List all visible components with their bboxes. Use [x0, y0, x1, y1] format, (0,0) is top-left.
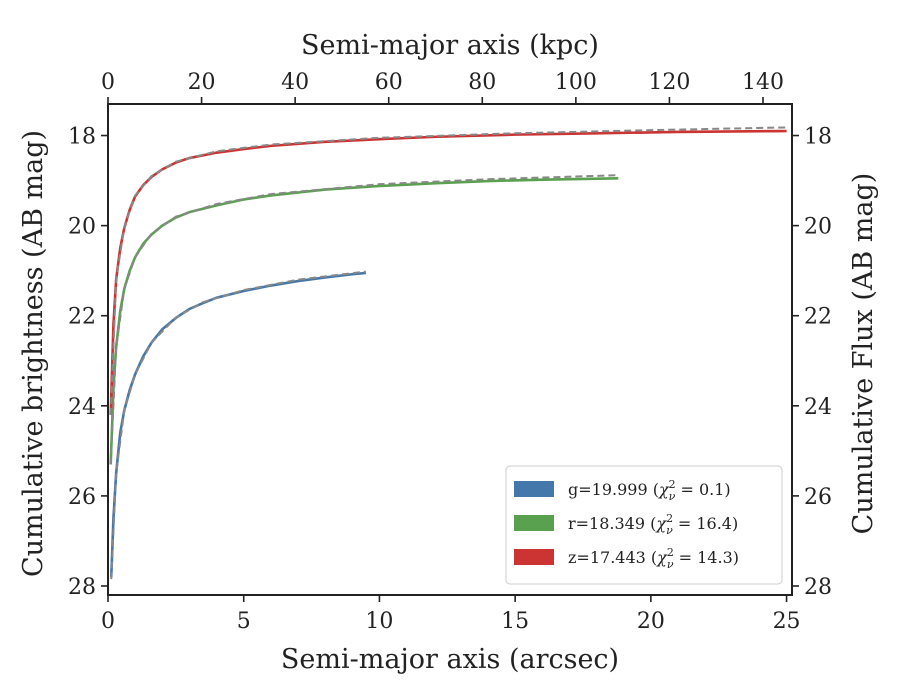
y2-axis-title: Cumulative Flux (AB mag): [848, 173, 879, 535]
model-line-2: [109, 126, 787, 415]
legend-label-2: z=17.443 (χ2 ν = 14.3): [568, 546, 739, 571]
x-tick-label-1: 5: [237, 609, 251, 634]
y-tick-label-0: 18: [68, 125, 96, 150]
x2-tick-label-1: 20: [188, 70, 216, 95]
x2-tick-label-7: 140: [742, 70, 784, 95]
y-tick-label-1: 20: [68, 215, 96, 240]
x2-tick-label-5: 100: [555, 70, 597, 95]
legend-label-0: g=19.999 (χ2 ν = 0.1): [568, 478, 731, 503]
y2-tick-label-4: 26: [804, 485, 832, 510]
legend-swatch-1: [514, 515, 554, 531]
x2-axis-title: Semi-major axis (kpc): [301, 30, 599, 61]
legend-swatch-2: [514, 549, 554, 565]
x2-tick-label-4: 80: [468, 70, 496, 95]
y2-tick-label-5: 28: [804, 575, 832, 600]
x2-tick-label-2: 40: [281, 70, 309, 95]
legend-label-1: r=18.349 (χ2 ν = 16.4): [568, 512, 738, 537]
legend: g=19.999 (χ2 ν = 0.1) r=18.349 (χ2 ν = 16.4…: [505, 465, 783, 585]
y-tick-label-3: 24: [68, 395, 96, 420]
x-tick-label-0: 0: [101, 609, 115, 634]
x-tick-label-4: 20: [637, 609, 665, 634]
x-tick-label-5: 25: [773, 609, 801, 634]
x2-tick-label-0: 0: [101, 70, 115, 95]
model-line-0: [110, 270, 366, 580]
y2-tick-label-0: 18: [804, 125, 832, 150]
series-line-1: [109, 177, 619, 465]
y-tick-label-2: 22: [68, 305, 96, 330]
y-axis-title: Cumulative brightness (AB mag): [18, 130, 49, 577]
series-line-2: [109, 129, 787, 415]
y2-tick-label-3: 24: [804, 395, 832, 420]
axes: 0 5 10 15 20 25 0 20 40 60 80 100 120 140 18 18 20 20 22 22…: [18, 30, 879, 675]
y2-tick-label-1: 20: [804, 215, 832, 240]
y-tick-label-5: 28: [68, 575, 96, 600]
x-tick-label-3: 15: [501, 609, 529, 634]
x-axis-title: Semi-major axis (arcsec): [281, 644, 619, 675]
legend-box: [505, 465, 783, 585]
plot-area: [109, 126, 787, 580]
model-line-1: [109, 174, 619, 465]
x2-tick-label-6: 120: [648, 70, 690, 95]
y2-tick-label-2: 22: [804, 305, 832, 330]
y-tick-label-4: 26: [68, 485, 96, 510]
legend-swatch-0: [514, 481, 554, 497]
x-tick-label-2: 10: [365, 609, 393, 634]
plot-frame: [107, 103, 793, 596]
series-line-0: [109, 271, 366, 578]
x2-tick-label-3: 60: [375, 70, 403, 95]
